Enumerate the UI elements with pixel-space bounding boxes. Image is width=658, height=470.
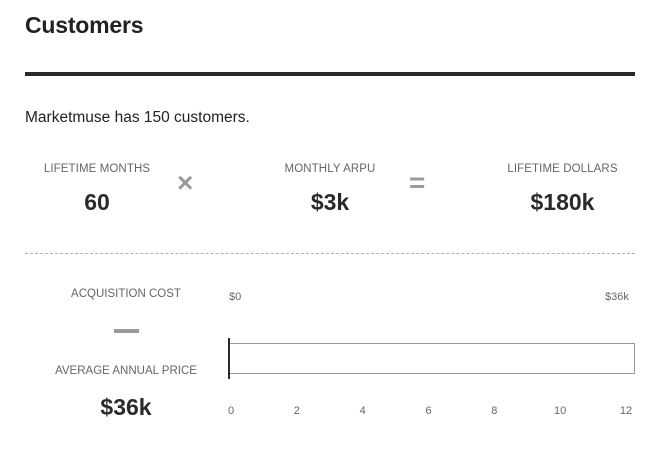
range-min-label: $0 xyxy=(229,291,242,303)
average-annual-price-value: $36k xyxy=(100,394,152,420)
customer-summary: Marketmuse has 150 customers. xyxy=(25,109,250,126)
metric-label: LIFETIME DOLLARS xyxy=(507,163,618,175)
metric-label: LIFETIME MONTHS xyxy=(43,163,151,175)
minus-icon xyxy=(114,329,139,333)
metric-label: MONTHLY ARPU xyxy=(284,163,376,175)
equals-icon: = xyxy=(409,167,426,198)
payback-bar xyxy=(229,343,635,374)
page-title: Customers xyxy=(25,12,144,38)
title-divider xyxy=(25,72,635,76)
metric-lifetime-dollars: LIFETIME DOLLARS $180k xyxy=(500,163,625,216)
axis-tick-label: 4 xyxy=(359,405,366,417)
axis-tick-label: 2 xyxy=(293,405,300,417)
range-max-label: $36k xyxy=(605,291,629,303)
axis-tick-label: 8 xyxy=(491,405,498,417)
multiply-icon: × xyxy=(177,167,194,198)
axis-tick-label: 12 xyxy=(619,405,633,417)
average-annual-price-label: AVERAGE ANNUAL PRICE xyxy=(55,365,197,377)
metric-value: $3k xyxy=(310,189,350,215)
acquisition-cost-label: ACQUISITION COST xyxy=(71,288,181,300)
axis-tick-label: 10 xyxy=(554,405,567,417)
section-divider xyxy=(25,253,635,254)
metric-value: $180k xyxy=(530,189,595,215)
axis-tick-label: 6 xyxy=(425,405,432,417)
payback-bar-marker xyxy=(228,338,230,379)
metric-lifetime-months: LIFETIME MONTHS 60 xyxy=(42,163,152,216)
metric-value: 60 xyxy=(84,189,110,215)
metric-monthly-arpu: MONTHLY ARPU $3k xyxy=(270,163,390,216)
axis-tick-label: 0 xyxy=(227,405,235,417)
